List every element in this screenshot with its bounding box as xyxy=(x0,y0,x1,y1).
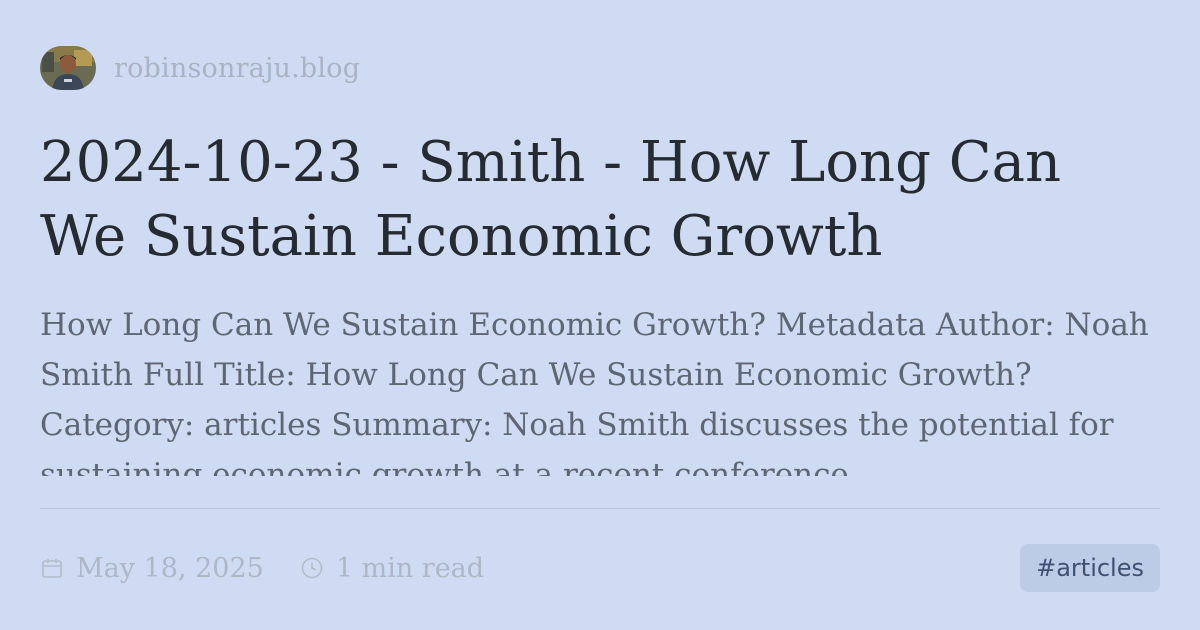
read-time-text: 1 min read xyxy=(335,552,485,584)
avatar xyxy=(40,46,96,90)
post-meta: May 18, 2025 1 min read #articles xyxy=(40,544,1160,592)
page-title: 2024-10-23 - Smith - How Long Can We Sus… xyxy=(40,130,1062,269)
post-excerpt: How Long Can We Sustain Economic Growth?… xyxy=(40,307,1149,476)
read-time: 1 min read xyxy=(300,553,484,584)
tag-articles[interactable]: #articles xyxy=(1020,544,1160,592)
post-card: robinsonraju.blog 2024-10-23 - Smith - H… xyxy=(40,44,1160,604)
date-text: May 18, 2025 xyxy=(76,552,264,584)
clock-icon xyxy=(301,557,323,579)
calendar-icon xyxy=(42,559,62,578)
site-name[interactable]: robinsonraju.blog xyxy=(114,52,361,84)
divider xyxy=(40,508,1160,509)
post-date: May 18, 2025 xyxy=(40,553,264,584)
site-header: robinsonraju.blog xyxy=(40,44,1160,92)
excerpt-container: How Long Can We Sustain Economic Growth?… xyxy=(40,300,1150,476)
